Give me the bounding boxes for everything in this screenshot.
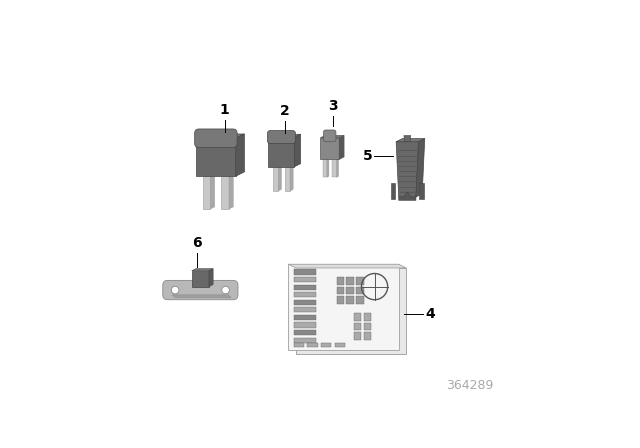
Bar bbox=[346, 277, 354, 284]
Polygon shape bbox=[296, 268, 406, 354]
Polygon shape bbox=[273, 167, 278, 191]
Polygon shape bbox=[294, 134, 301, 167]
Polygon shape bbox=[203, 176, 211, 209]
Polygon shape bbox=[192, 271, 209, 287]
Polygon shape bbox=[333, 159, 337, 177]
Bar bbox=[321, 343, 332, 347]
Bar bbox=[346, 287, 354, 294]
Bar bbox=[335, 343, 345, 347]
Bar bbox=[294, 292, 316, 297]
Text: 4: 4 bbox=[425, 307, 435, 321]
Polygon shape bbox=[209, 269, 213, 287]
Polygon shape bbox=[396, 142, 419, 197]
Bar bbox=[294, 307, 316, 313]
Bar bbox=[356, 287, 364, 294]
Bar bbox=[307, 343, 317, 347]
Polygon shape bbox=[289, 264, 406, 268]
Polygon shape bbox=[278, 165, 282, 191]
Bar bbox=[364, 323, 371, 331]
Polygon shape bbox=[391, 183, 396, 198]
Bar bbox=[354, 323, 362, 331]
Polygon shape bbox=[339, 135, 344, 159]
Polygon shape bbox=[269, 138, 294, 167]
Polygon shape bbox=[320, 138, 339, 159]
Polygon shape bbox=[323, 159, 327, 177]
Polygon shape bbox=[229, 174, 234, 209]
Polygon shape bbox=[290, 165, 293, 191]
Polygon shape bbox=[419, 183, 424, 198]
Bar bbox=[337, 296, 344, 304]
Polygon shape bbox=[236, 134, 244, 176]
Bar bbox=[354, 332, 362, 340]
Polygon shape bbox=[289, 264, 399, 350]
Polygon shape bbox=[269, 134, 301, 138]
Bar bbox=[354, 313, 362, 321]
Text: 1: 1 bbox=[220, 103, 229, 117]
Polygon shape bbox=[285, 167, 290, 191]
Polygon shape bbox=[211, 174, 214, 209]
Bar bbox=[294, 338, 316, 343]
Bar bbox=[294, 323, 316, 327]
Bar bbox=[364, 313, 371, 321]
Ellipse shape bbox=[221, 286, 229, 294]
Text: 364289: 364289 bbox=[446, 379, 493, 392]
Bar bbox=[337, 287, 344, 294]
Polygon shape bbox=[416, 138, 425, 197]
Bar bbox=[356, 277, 364, 284]
Text: 3: 3 bbox=[328, 99, 338, 113]
Polygon shape bbox=[196, 134, 244, 138]
FancyBboxPatch shape bbox=[268, 130, 296, 144]
Bar bbox=[294, 277, 316, 282]
Polygon shape bbox=[192, 269, 213, 271]
Bar bbox=[364, 332, 371, 340]
Text: 5: 5 bbox=[363, 149, 372, 163]
Bar bbox=[337, 277, 344, 284]
FancyBboxPatch shape bbox=[163, 280, 238, 300]
Text: 2: 2 bbox=[280, 104, 290, 118]
Ellipse shape bbox=[172, 286, 179, 294]
Polygon shape bbox=[396, 138, 425, 142]
Polygon shape bbox=[327, 158, 329, 177]
Polygon shape bbox=[221, 176, 229, 209]
Bar bbox=[294, 330, 316, 335]
Polygon shape bbox=[399, 192, 416, 200]
FancyBboxPatch shape bbox=[323, 130, 336, 142]
FancyBboxPatch shape bbox=[195, 129, 237, 147]
Bar bbox=[294, 300, 316, 305]
Bar bbox=[356, 296, 364, 304]
Polygon shape bbox=[337, 158, 339, 177]
Bar bbox=[294, 315, 316, 320]
Bar bbox=[294, 284, 316, 290]
Polygon shape bbox=[196, 138, 236, 176]
Text: 6: 6 bbox=[192, 237, 202, 250]
Bar bbox=[294, 343, 304, 347]
Polygon shape bbox=[320, 135, 344, 138]
Bar bbox=[346, 296, 354, 304]
Polygon shape bbox=[172, 295, 231, 297]
Bar bbox=[294, 269, 316, 275]
Polygon shape bbox=[404, 135, 411, 142]
